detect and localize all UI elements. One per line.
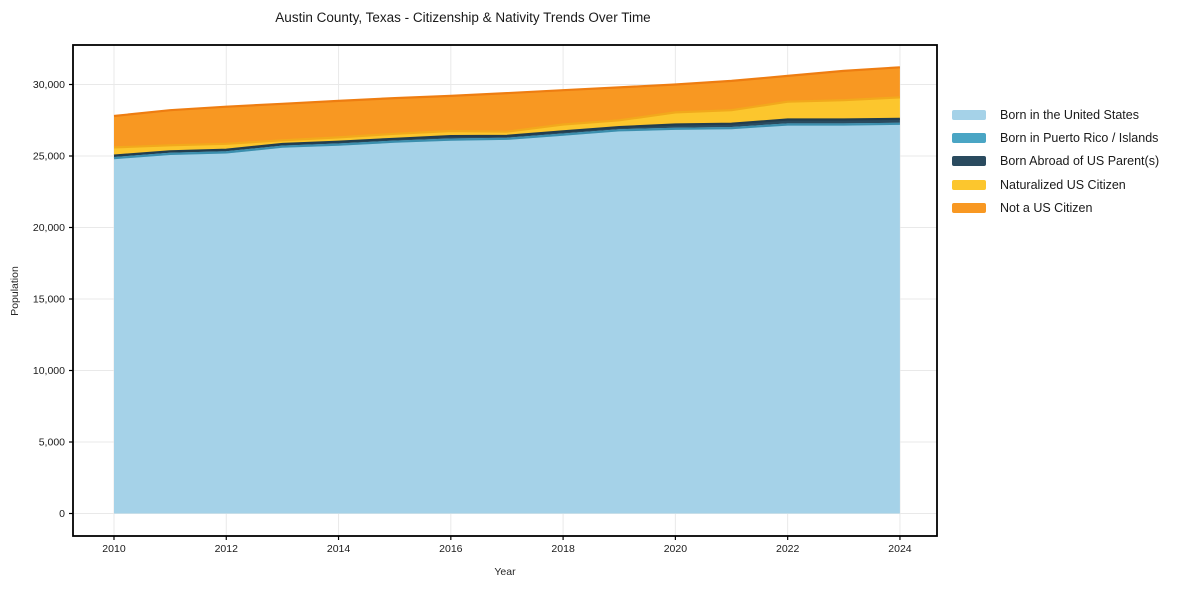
edge-born-abroad-of-us-parent-s [113, 117, 900, 157]
y-tick-label: 5,000 [39, 437, 65, 449]
plot-border [72, 44, 938, 537]
legend-swatch-born-in-the-united-states [952, 109, 986, 120]
y-tick-label: 20,000 [33, 222, 65, 234]
y-tick-label: 0 [59, 508, 65, 520]
x-tick-label: 2010 [102, 543, 126, 555]
edge-naturalized-us-citizen [113, 96, 900, 149]
chart-title: Austin County, Texas - Citizenship & Nat… [275, 10, 651, 25]
edge-born-in-puerto-rico-islands [113, 122, 900, 160]
x-tick-label: 2022 [776, 543, 800, 555]
x-tick-label: 2018 [551, 543, 575, 555]
legend-label: Naturalized US Citizen [1000, 177, 1126, 192]
legend-item-born-abroad-of-us-parent-s: Born Abroad of US Parent(s) [952, 150, 1159, 173]
area-not-a-us-citizen [114, 67, 900, 148]
y-tick-label: 30,000 [33, 79, 65, 91]
legend-item-born-in-puerto-rico-islands: Born in Puerto Rico / Islands [952, 126, 1159, 149]
y-tick-label: 10,000 [33, 365, 65, 377]
x-axis-label: Year [494, 566, 516, 578]
legend-label: Born in the United States [1000, 107, 1139, 122]
legend-item-not-a-us-citizen: Not a US Citizen [952, 197, 1159, 220]
x-tick-label: 2014 [327, 543, 351, 555]
x-tick-label: 2016 [439, 543, 463, 555]
x-tick-label: 2012 [215, 543, 239, 555]
legend-swatch-not-a-us-citizen [952, 203, 986, 214]
legend-swatch-born-in-puerto-rico-islands [952, 133, 986, 144]
y-tick-label: 15,000 [33, 294, 65, 306]
legend-swatch-naturalized-us-citizen [952, 179, 986, 190]
area-born-in-the-united-states [114, 123, 900, 514]
y-tick-label: 25,000 [33, 151, 65, 163]
legend-swatch-born-abroad-of-us-parent-s [952, 156, 986, 167]
legend-label: Born Abroad of US Parent(s) [1000, 154, 1160, 169]
legend-label: Not a US Citizen [1000, 201, 1093, 216]
x-tick-label: 2024 [888, 543, 912, 555]
legend-label: Born in Puerto Rico / Islands [1000, 131, 1159, 146]
y-axis-label: Population [9, 266, 21, 316]
legend-item-born-in-the-united-states: Born in the United States [952, 103, 1159, 126]
legend: Born in the United States Born in Puerto … [952, 103, 1159, 220]
x-tick-label: 2020 [664, 543, 688, 555]
legend-item-naturalized-us-citizen: Naturalized US Citizen [952, 173, 1159, 196]
edge-not-a-us-citizen [113, 66, 900, 118]
